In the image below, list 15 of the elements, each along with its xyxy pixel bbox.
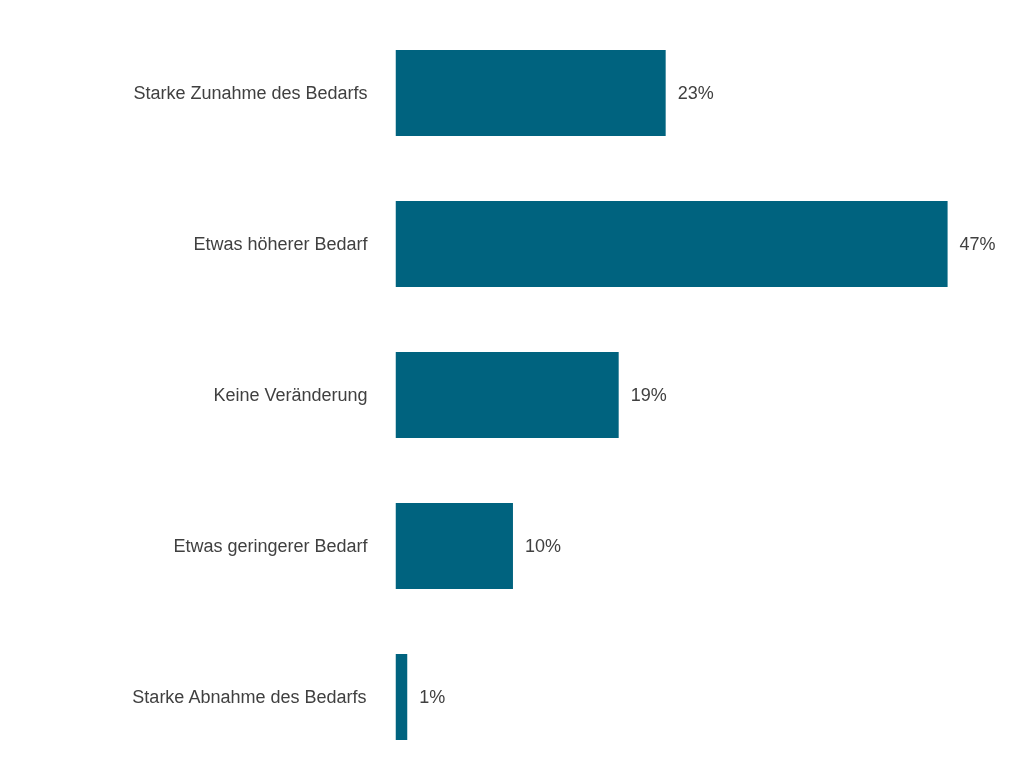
bar — [395, 49, 666, 137]
data-label: 10% — [524, 536, 561, 556]
data-label: 19% — [630, 385, 667, 405]
y-tick-label: Etwas geringerer Bedarf — [173, 536, 369, 556]
data-label: 23% — [677, 83, 714, 103]
bar — [395, 502, 513, 590]
bar — [395, 200, 948, 288]
y-tick-label: Starke Zunahme des Bedarfs — [133, 83, 368, 103]
bar — [395, 351, 619, 439]
bar — [395, 653, 408, 741]
y-tick-label: Starke Abnahme des Bedarfs — [132, 687, 367, 707]
y-tick-label: Etwas höherer Bedarf — [193, 234, 369, 254]
y-tick-label: Keine Veränderung — [213, 385, 368, 405]
data-label: 47% — [959, 234, 996, 254]
data-label: 1% — [419, 687, 446, 707]
